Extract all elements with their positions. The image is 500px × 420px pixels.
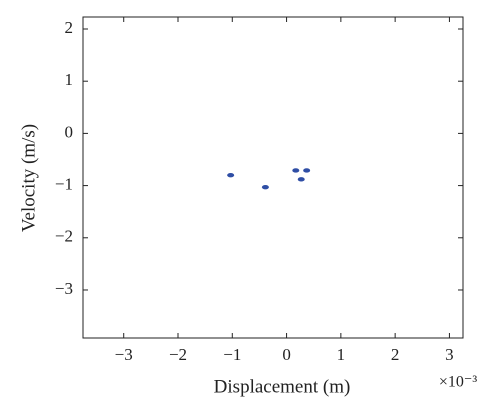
y-tick-label: 0 <box>65 122 74 141</box>
x-tick-label: 3 <box>445 345 454 364</box>
plot-frame <box>82 16 464 339</box>
x-tick-label: 1 <box>337 345 346 364</box>
x-tick-label: 2 <box>391 345 400 364</box>
point <box>303 168 311 173</box>
x-tick-label: −3 <box>115 345 133 364</box>
y-tick-label: 2 <box>65 18 74 37</box>
y-tick-label: 1 <box>65 70 74 89</box>
y-axis-label: Velocity (m/s) <box>18 124 39 232</box>
y-tick-label: −1 <box>55 174 73 193</box>
y-tick-label: −2 <box>55 227 73 246</box>
point <box>227 172 235 178</box>
point <box>292 168 300 173</box>
y-tick-label: −3 <box>55 279 73 298</box>
x-tick-label: −2 <box>169 345 187 364</box>
point <box>297 177 305 182</box>
x-axis-label: Displacement (m) <box>214 376 351 397</box>
x-multiplier: ×10⁻³ <box>439 374 477 391</box>
x-tick-label: −1 <box>223 345 241 364</box>
x-tick-label: 0 <box>282 345 291 364</box>
point <box>261 184 269 190</box>
